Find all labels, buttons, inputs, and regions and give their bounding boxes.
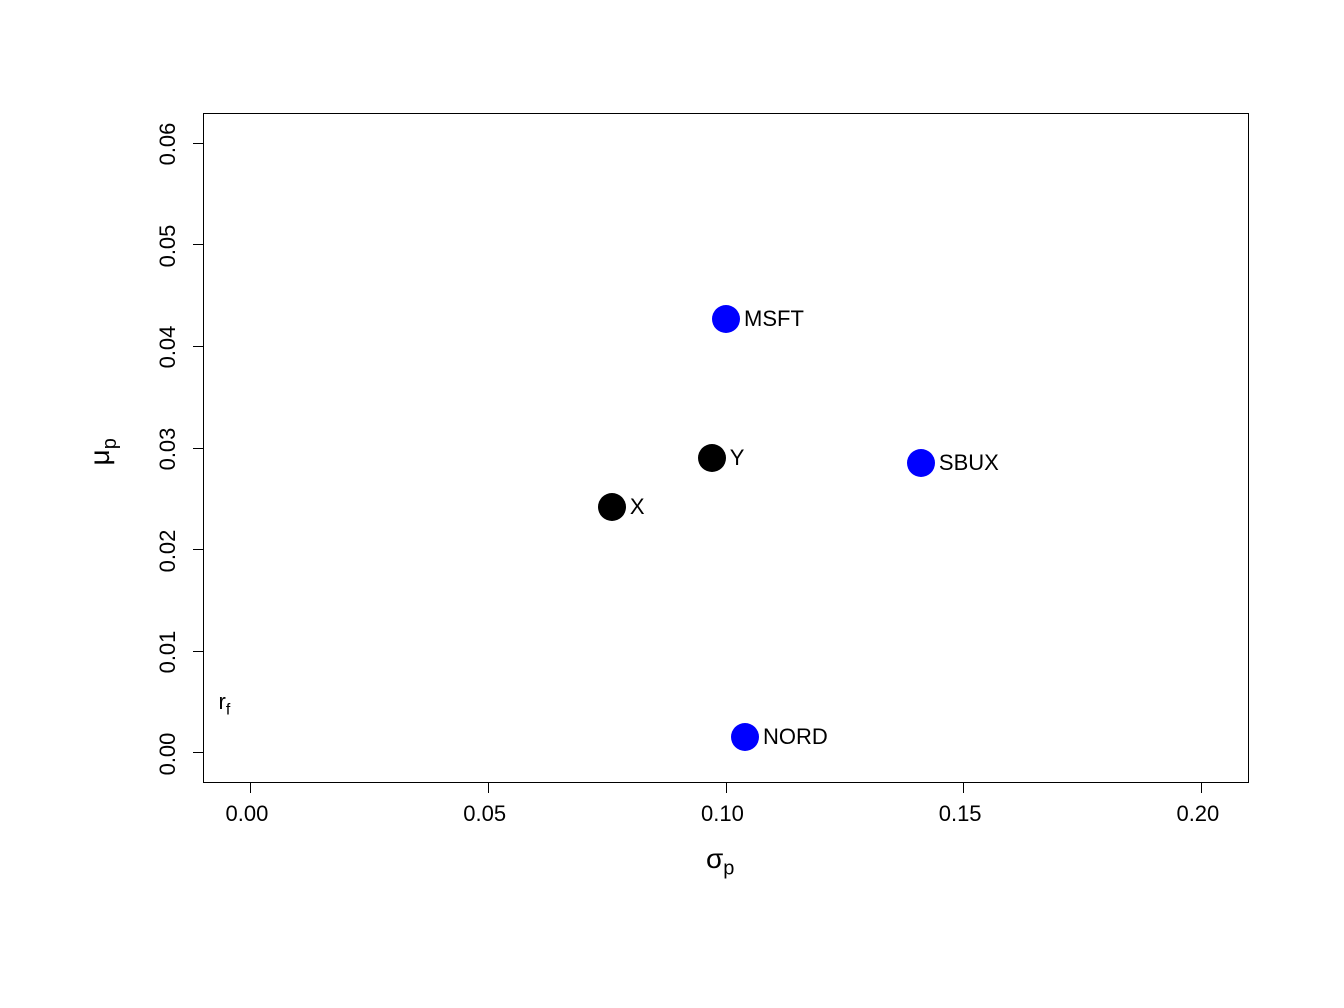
x-tick [488, 783, 489, 793]
point-label-x: X [630, 494, 645, 520]
y-tick-label: 0.01 [155, 627, 181, 677]
rf-annotation: rf [219, 689, 231, 719]
data-point-x [598, 493, 626, 521]
plot-area [203, 113, 1249, 783]
x-tick-label: 0.20 [1176, 801, 1219, 827]
y-tick-label: 0.06 [155, 119, 181, 169]
x-tick [726, 783, 727, 793]
x-tick [1201, 783, 1202, 793]
data-point-y [698, 444, 726, 472]
x-tick-label: 0.05 [463, 801, 506, 827]
y-axis-title: μp [84, 422, 122, 482]
y-tick-label: 0.03 [155, 424, 181, 474]
y-tick-label: 0.00 [155, 729, 181, 779]
point-label-msft: MSFT [744, 306, 804, 332]
data-point-msft [712, 305, 740, 333]
point-label-y: Y [730, 445, 745, 471]
y-tick-label: 0.04 [155, 322, 181, 372]
x-axis-title: σp [706, 843, 734, 881]
y-tick [193, 651, 203, 652]
y-tick [193, 549, 203, 550]
data-point-sbux [907, 449, 935, 477]
y-tick [193, 448, 203, 449]
point-label-sbux: SBUX [939, 450, 999, 476]
y-tick-label: 0.05 [155, 221, 181, 271]
y-tick [193, 752, 203, 753]
rf-main: r [219, 689, 226, 714]
y-axis-title-sub: p [99, 438, 121, 449]
point-label-nord: NORD [763, 724, 828, 750]
scatter-chart: 0.00 0.05 0.10 0.15 0.20 0.00 0.01 0.02 0.03 0.0… [0, 0, 1344, 1008]
y-axis-title-main: μ [84, 449, 115, 465]
x-tick-label: 0.00 [226, 801, 269, 827]
x-tick [963, 783, 964, 793]
x-tick [250, 783, 251, 793]
y-tick-label: 0.02 [155, 526, 181, 576]
x-tick-label: 0.10 [701, 801, 744, 827]
y-tick [193, 143, 203, 144]
y-tick [193, 346, 203, 347]
data-point-nord [731, 723, 759, 751]
rf-sub: f [226, 701, 230, 718]
x-tick-label: 0.15 [939, 801, 982, 827]
x-axis-title-main: σ [706, 843, 723, 874]
y-tick [193, 244, 203, 245]
x-axis-title-sub: p [723, 858, 734, 880]
